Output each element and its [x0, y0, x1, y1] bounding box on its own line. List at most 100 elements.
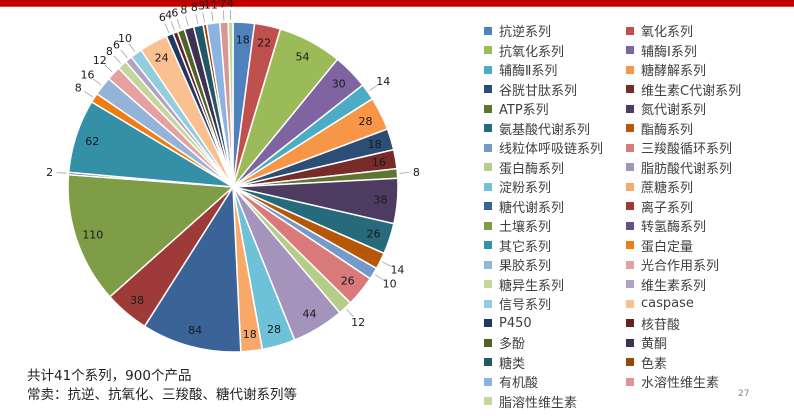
chart-legend: 抗逆系列 氧化系列 抗氧化系列 辅酶Ⅰ系列 辅酶Ⅱ系列 糖酵解系列 谷胱甘肽系列 维生素C代谢…	[484, 21, 784, 411]
legend-item: 糖类	[484, 353, 626, 373]
legend-item: 淀粉系列	[484, 177, 626, 197]
legend-swatch-icon	[484, 65, 492, 74]
legend-label: caspase	[641, 296, 694, 312]
legend-item: 三羧酸循环系列	[626, 138, 776, 158]
slice-value-label: 6	[171, 6, 178, 19]
slice-value-label: 8	[75, 82, 82, 95]
legend-label: 抗逆系列	[499, 25, 552, 41]
legend-item: 黄酮	[626, 333, 776, 353]
leader-line	[211, 11, 214, 22]
legend-item: 有机酸	[484, 372, 626, 392]
legend-swatch-icon	[484, 397, 492, 406]
legend-item: 氧化系列	[626, 21, 776, 41]
slice-value-label: 8	[191, 1, 198, 14]
legend-swatch-icon	[484, 85, 492, 94]
pie-slice	[143, 184, 242, 353]
slice-value-label: 14	[390, 264, 404, 277]
legend-item: 辅酶Ⅱ系列	[484, 60, 626, 80]
slice-value-label: 18	[368, 138, 382, 151]
legend-label: 辅酶Ⅰ系列	[641, 44, 697, 60]
slice-value-label: 28	[267, 323, 281, 336]
leader-line	[185, 16, 189, 27]
title-bar-underline	[0, 6, 794, 7]
legend-swatch-icon	[626, 280, 634, 289]
legend-item: 糖酵解系列	[626, 60, 776, 80]
legend-swatch-icon	[626, 241, 634, 250]
legend-swatch-icon	[626, 260, 634, 269]
legend-label: 谷胱甘肽系列	[499, 83, 578, 99]
leader-line	[170, 21, 175, 31]
legend-swatch-icon	[626, 377, 634, 386]
slice-value-label: 16	[372, 156, 386, 169]
slice-value-label: 2	[46, 166, 53, 179]
legend-label: 三羧酸循环系列	[641, 142, 733, 158]
legend-item: 脂肪酸代谢系列	[626, 158, 776, 178]
slice-value-label: 4	[165, 9, 172, 22]
slice-value-label: 8	[106, 45, 113, 58]
legend-item: 酯酶系列	[626, 119, 776, 139]
legend-item: 糖代谢系列	[484, 197, 626, 217]
legend-swatch-icon	[484, 319, 492, 328]
legend-item: 糖异生系列	[484, 275, 626, 295]
legend-label: 蔗糖系列	[641, 181, 694, 197]
summary-text: 共计41个系列，900个产品 常卖：抗逆、抗氧化、三羧酸、糖代谢系列等	[27, 367, 297, 405]
legend-swatch-icon	[484, 202, 492, 211]
leader-line	[369, 84, 378, 91]
slice-value-label: 22	[257, 36, 271, 49]
legend-swatch-icon	[484, 280, 492, 289]
legend-swatch-icon	[626, 163, 634, 172]
legend-label: 脂肪酸代谢系列	[641, 161, 733, 177]
legend-swatch-icon	[626, 338, 634, 347]
legend-label: 糖类	[499, 356, 526, 372]
legend-label: 多酚	[499, 337, 526, 353]
legend-swatch-icon	[484, 26, 492, 35]
legend-label: 离子系列	[641, 200, 694, 216]
legend-label: 辅酶Ⅱ系列	[499, 64, 558, 80]
leader-line	[382, 261, 392, 267]
legend-swatch-icon	[626, 299, 634, 308]
legend-swatch-icon	[626, 202, 634, 211]
legend-label: 水溶性维生素	[641, 376, 720, 392]
legend-item: 抗逆系列	[484, 21, 626, 41]
leader-line	[113, 55, 122, 64]
legend-label: 氮代谢系列	[641, 103, 707, 119]
title-bar	[0, 0, 794, 6]
summary-line-popular: 常卖：抗逆、抗氧化、三羧酸、糖代谢系列等	[27, 387, 297, 403]
legend-item: 辅酶Ⅰ系列	[626, 41, 776, 61]
slice-value-label: 26	[341, 275, 355, 288]
legend-label: 维生素系列	[641, 278, 707, 294]
slice-value-label: 6	[113, 39, 120, 52]
legend-item: 果胶系列	[484, 255, 626, 275]
legend-item: caspase	[626, 294, 776, 314]
legend-label: 维生素C代谢系列	[641, 83, 742, 99]
leader-line	[399, 172, 410, 174]
slice-value-label: 26	[367, 227, 381, 240]
slice-value-label: 6	[159, 11, 166, 24]
slice-value-label: 24	[155, 51, 169, 64]
legend-item: 光合作用系列	[626, 255, 776, 275]
slice-value-label: 38	[130, 294, 144, 307]
slice-value-label: 84	[188, 324, 202, 337]
legend-swatch-icon	[626, 65, 634, 74]
slice-value-label: 4	[227, 0, 234, 10]
legend-label: 糖代谢系列	[499, 200, 565, 216]
legend-item: 水溶性维生素	[626, 372, 776, 392]
legend-label: 线粒体呼吸链系列	[499, 142, 604, 158]
legend-swatch-icon	[484, 299, 492, 308]
leader-line	[222, 10, 225, 21]
slice-value-label: 62	[85, 135, 99, 148]
legend-label: ATP系列	[499, 103, 549, 119]
legend-item: 转氢酶系列	[626, 216, 776, 236]
slice-value-label: 7	[219, 0, 226, 10]
legend-item: 线粒体呼吸链系列	[484, 138, 626, 158]
legend-swatch-icon	[484, 143, 492, 152]
slice-value-label: 38	[373, 194, 387, 207]
slice-value-label: 30	[332, 77, 346, 90]
leader-line	[374, 274, 384, 281]
legend-item: 离子系列	[626, 197, 776, 217]
legend-item: 氮代谢系列	[626, 99, 776, 119]
legend-swatch-icon	[484, 124, 492, 133]
slice-value-label: 28	[359, 115, 373, 128]
legend-swatch-icon	[484, 46, 492, 55]
